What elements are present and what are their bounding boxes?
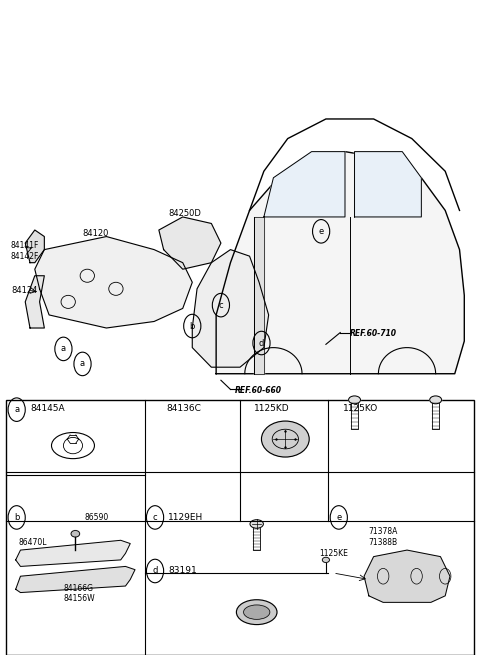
Text: b: b	[190, 321, 195, 331]
Polygon shape	[25, 230, 44, 262]
Polygon shape	[25, 276, 44, 328]
Text: c: c	[218, 300, 223, 310]
Text: 84166G
84156W: 84166G 84156W	[63, 583, 95, 603]
Text: d: d	[152, 567, 158, 575]
Text: a: a	[80, 359, 85, 369]
Ellipse shape	[430, 396, 442, 404]
Text: 71378A
71388B: 71378A 71388B	[369, 527, 398, 547]
Text: c: c	[153, 513, 157, 522]
Text: 84124: 84124	[11, 285, 37, 295]
Polygon shape	[35, 237, 192, 328]
Text: 1125KE: 1125KE	[319, 549, 348, 558]
Text: REF.60-710: REF.60-710	[350, 329, 397, 338]
Polygon shape	[216, 152, 464, 374]
Text: d: d	[259, 338, 264, 348]
Ellipse shape	[323, 558, 329, 562]
Polygon shape	[264, 152, 345, 217]
Text: 84141F
84142F: 84141F 84142F	[11, 241, 39, 260]
Ellipse shape	[237, 600, 277, 625]
Polygon shape	[16, 541, 130, 566]
Ellipse shape	[262, 421, 309, 457]
Text: 83191: 83191	[168, 567, 197, 575]
Ellipse shape	[71, 531, 80, 537]
Text: 84250D: 84250D	[168, 209, 201, 218]
Text: 84136C: 84136C	[166, 404, 201, 413]
Text: a: a	[14, 405, 19, 414]
Ellipse shape	[348, 396, 360, 404]
Polygon shape	[159, 217, 221, 269]
Bar	[6, 400, 474, 655]
Polygon shape	[16, 566, 135, 592]
Polygon shape	[364, 550, 450, 602]
Ellipse shape	[250, 520, 264, 528]
Polygon shape	[355, 152, 421, 217]
Text: 1125KO: 1125KO	[343, 404, 378, 413]
Text: 1129EH: 1129EH	[168, 513, 204, 522]
Polygon shape	[192, 250, 269, 367]
Ellipse shape	[243, 605, 270, 619]
Text: e: e	[336, 513, 341, 522]
Text: 86590: 86590	[85, 513, 109, 522]
Text: b: b	[14, 513, 19, 522]
Text: 1125KD: 1125KD	[254, 404, 290, 413]
Text: e: e	[319, 227, 324, 236]
Text: 84145A: 84145A	[30, 404, 65, 413]
Text: 84120: 84120	[83, 229, 109, 237]
Text: a: a	[61, 344, 66, 354]
Text: 86470L: 86470L	[18, 538, 47, 546]
Polygon shape	[254, 217, 264, 374]
Text: REF.60-660: REF.60-660	[235, 386, 282, 394]
